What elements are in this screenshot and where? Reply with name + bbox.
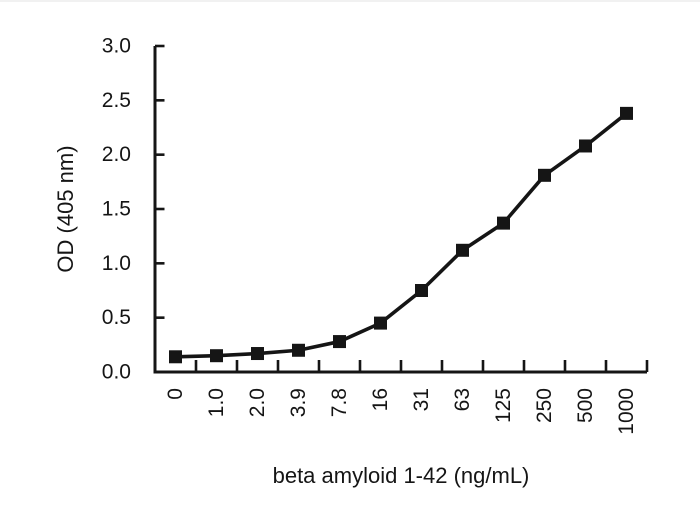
data-point <box>497 216 510 230</box>
x-tick-label: 500 <box>574 388 597 423</box>
y-tick-label: 2.0 <box>102 143 131 166</box>
data-points <box>169 106 633 364</box>
x-tick-label: 7.8 <box>328 388 351 417</box>
x-tick-label: 1.0 <box>205 388 228 417</box>
x-tick-label: 125 <box>492 388 515 423</box>
data-point <box>251 347 264 361</box>
y-axis: 0.0 0.5 1.0 1.5 2.0 2.5 3.0 <box>102 35 165 384</box>
x-tick-label: 2.0 <box>246 388 269 417</box>
x-tick-label: 0 <box>164 388 187 400</box>
y-tick-label: 3.0 <box>102 35 131 58</box>
y-tick-label: 2.5 <box>102 89 131 112</box>
data-point <box>169 350 182 364</box>
x-tick-label: 1000 <box>615 388 638 435</box>
data-point <box>374 316 387 330</box>
data-point <box>292 343 305 357</box>
x-tick-label: 3.9 <box>287 388 310 417</box>
y-tick-label: 0.0 <box>102 361 131 384</box>
x-axis: 0 1.0 2.0 3.9 7.8 16 31 63 125 250 500 1000 <box>164 360 649 435</box>
axis-lines <box>153 46 647 374</box>
data-line <box>173 111 629 359</box>
x-tick-label: 16 <box>369 388 392 411</box>
data-point <box>538 168 551 182</box>
y-tick-label: 0.5 <box>102 306 131 329</box>
x-tick-label: 31 <box>410 388 433 411</box>
data-point <box>210 349 223 363</box>
x-tick-label: 250 <box>533 388 556 423</box>
data-point <box>415 284 428 297</box>
data-point <box>579 139 592 153</box>
y-tick-label: 1.0 <box>102 252 131 275</box>
data-point <box>620 106 633 120</box>
y-tick-label: 1.5 <box>102 198 131 221</box>
x-tick-label: 63 <box>451 388 474 411</box>
data-point <box>333 335 346 349</box>
data-point <box>456 243 469 257</box>
